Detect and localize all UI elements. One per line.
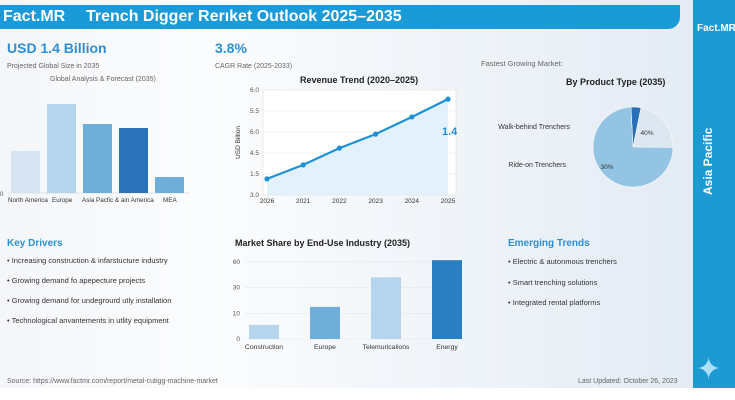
- data-point: [264, 176, 270, 182]
- x-tick-label: 2024: [405, 198, 420, 205]
- bar: [155, 177, 184, 193]
- y-tick-label: 60: [233, 259, 241, 266]
- x-tick-label: 2022: [332, 198, 347, 205]
- bar: [371, 277, 401, 339]
- pie-chart-title: By Product Type (2035): [566, 77, 666, 87]
- revenue-line-chart: 3.0 1.5 4.5 6.0 5.5 6.0 2026 2021 2022 2023 2024 20…: [235, 87, 458, 205]
- y-tick-label: 1.5: [250, 171, 259, 178]
- slice-label: Ride-on Trenchers: [508, 162, 566, 169]
- x-tick-label: 2021: [296, 198, 311, 205]
- bar: [310, 306, 340, 339]
- sparkle-icon: ✦: [696, 353, 722, 386]
- x-tick-label: 2023: [368, 198, 383, 205]
- bar-chart-title: Global Analysis & Forecast (2035): [50, 76, 156, 83]
- bar: [432, 260, 462, 339]
- data-point: [336, 145, 342, 151]
- trend-item: • Electric & autonmous trenchers: [508, 257, 617, 266]
- driver-item: • Increasing construction & infarstuctur…: [7, 256, 168, 265]
- line-chart-title: Revenue Trend (2020–2025): [300, 75, 419, 85]
- y-tick-label: 4.5: [250, 150, 259, 157]
- slice-percent: 30%: [600, 164, 613, 171]
- x-tick-label: Asia Pacfic & ain America: [82, 197, 154, 204]
- bar: [249, 324, 279, 339]
- bar: [11, 151, 40, 193]
- y-tick-label: 0: [236, 336, 240, 343]
- sidebar-region: Asia Pacific: [701, 127, 715, 195]
- last-updated: Last Updated: October 26, 2023: [578, 378, 678, 385]
- product-type-pie-chart: Walk-behind Trenchers Ride-on Trenchers 40…: [498, 106, 674, 188]
- bar: [47, 104, 76, 193]
- value-annotation: 1.4: [442, 126, 458, 138]
- y-tick-label: 30: [233, 285, 241, 292]
- data-point: [409, 114, 415, 120]
- page-title: Trench Digger Rerıket Outlook 2025–2035: [86, 8, 402, 25]
- x-tick-label: Energy: [436, 344, 458, 351]
- y-tick-label: 10: [233, 310, 241, 317]
- header-bar: Fact.MR Trench Digger Rerıket Outlook 20…: [0, 5, 680, 29]
- key-drivers-title: Key Drivers: [7, 238, 63, 249]
- y-axis-label: USD Billion: [235, 126, 242, 159]
- x-tick-label: 2026: [260, 198, 275, 205]
- trend-item: • Integrated rental platforms: [508, 298, 601, 307]
- driver-item: • Technological anvantements in utlity e…: [7, 316, 169, 325]
- driver-item: • Growing demand fo apepecture projects: [7, 276, 146, 285]
- slice-percent: 40%: [640, 130, 653, 137]
- series-line: [266, 98, 449, 180]
- x-tick-label: North America: [8, 197, 48, 204]
- x-tick-label: 2025: [441, 198, 456, 205]
- x-tick-label: Europe: [314, 344, 336, 351]
- source-text: Source: https://www.factmr.com/report/me…: [7, 378, 218, 385]
- x-tick-label: Telemuricalions: [363, 344, 410, 351]
- end-use-chart-title: Market Share by End-Use Industry (2035): [235, 238, 411, 248]
- fastest-growing-label: Fastest Growing Market:: [481, 59, 563, 68]
- kpi-market-size: USD 1.4 Billion: [7, 40, 107, 56]
- x-tick-label: Construction: [245, 344, 283, 351]
- trend-item: • Smart trenching solutions: [508, 277, 598, 287]
- y-tick-label: 6.0: [250, 87, 259, 94]
- bar: [83, 124, 112, 193]
- pie-slice: [592, 106, 674, 188]
- x-tick-label: MEA: [163, 197, 177, 204]
- y-tick-label: 5.5: [250, 108, 259, 115]
- bar: [119, 128, 148, 193]
- data-point: [373, 131, 379, 137]
- kpi-cagr-label: CAGR Rate (2025-2033): [215, 63, 293, 70]
- area-fill: [267, 99, 448, 195]
- logo: Fact.MR: [3, 8, 66, 25]
- driver-item: • Growing demand for undegrourd utly ins…: [7, 296, 172, 305]
- x-tick-label: Europe: [52, 197, 73, 204]
- end-use-bar-chart: 0 10 30 60 Construction Europe Telemuricalions…: [233, 259, 462, 351]
- regional-bar-chart: 0 North America Europe Asia Pacfic & ain Am…: [0, 104, 190, 204]
- data-point: [300, 162, 306, 168]
- kpi-market-size-label: Projected Global Size in 2035: [7, 63, 100, 70]
- emerging-trends-title: Emerging Trends: [508, 238, 590, 249]
- kpi-cagr: 3.8%: [215, 40, 247, 56]
- y-tick-label: 6.0: [250, 129, 259, 136]
- sidebar: Fact.MR Asia Pacific ✦: [693, 0, 735, 388]
- sidebar-logo: Fact.MR: [697, 23, 735, 34]
- y-tick-label: 0: [0, 192, 4, 198]
- slice-label: Walk-behind Trenchers: [498, 124, 570, 131]
- data-point: [445, 96, 451, 102]
- y-tick-label: 3.0: [250, 192, 259, 199]
- pie-slice: [632, 107, 674, 148]
